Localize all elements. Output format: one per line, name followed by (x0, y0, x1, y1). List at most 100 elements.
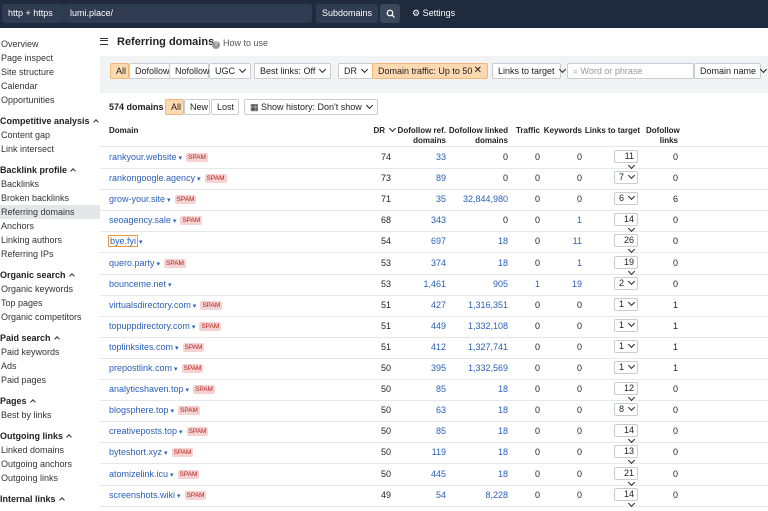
nav-item[interactable]: Anchors (1, 221, 35, 231)
keywords-cell[interactable]: 1 (576, 215, 582, 226)
ref-domains-cell[interactable]: 85 (435, 426, 446, 437)
traffic-cell[interactable]: 0 (534, 405, 540, 416)
ref-domains-cell[interactable]: 343 (430, 215, 446, 226)
domain-cell[interactable]: creativeposts.top ▾ SPAM (109, 426, 209, 437)
nav-item[interactable]: Backlinks (1, 179, 40, 189)
keywords-cell[interactable]: 0 (576, 426, 582, 437)
traffic-cell[interactable]: 0 (534, 320, 540, 331)
nav-item[interactable]: Linking authors (1, 235, 63, 245)
traffic-cell[interactable]: 0 (534, 299, 540, 310)
links-select[interactable]: 7 (614, 171, 638, 185)
keywords-cell[interactable]: 11 (572, 236, 582, 247)
keywords-cell[interactable]: 0 (576, 447, 582, 458)
filter-tab[interactable]: Nofollow (169, 63, 210, 79)
keywords-cell[interactable]: 0 (576, 363, 582, 373)
linked-domains-cell[interactable]: 18 (497, 384, 508, 395)
ref-domains-cell[interactable]: 89 (435, 173, 446, 184)
links-select[interactable]: 13 (614, 445, 638, 459)
linked-domains-cell[interactable]: 0 (502, 173, 508, 184)
nav-group[interactable]: Competitive analysis (0, 114, 100, 128)
search-button[interactable] (380, 4, 400, 23)
linked-domains-cell[interactable]: 1,332,569 (467, 363, 508, 373)
nav-item[interactable]: Organic keywords (1, 284, 74, 294)
domain-cell[interactable]: screenshots.wiki ▾ SPAM (109, 490, 207, 500)
nav-group[interactable]: Backlink profile (0, 163, 100, 177)
links-select[interactable]: 6 (614, 192, 638, 206)
links-select[interactable]: 21 (614, 466, 638, 480)
domain-cell[interactable]: toplinksites.com ▾ SPAM (109, 342, 205, 352)
linked-domains-cell[interactable]: 18 (497, 447, 508, 458)
ref-domains-cell[interactable]: 697 (430, 236, 446, 247)
column-header[interactable]: Dofollow linked domains (448, 126, 508, 145)
keywords-cell[interactable]: 0 (576, 320, 582, 331)
traffic-cell[interactable]: 0 (534, 257, 540, 268)
nav-item[interactable]: Organic competitors (1, 312, 82, 322)
ref-domains-cell[interactable]: 374 (430, 257, 446, 268)
nav-group[interactable]: Outgoing links (0, 429, 100, 443)
ref-domains-cell[interactable]: 412 (430, 341, 446, 352)
column-header[interactable]: Traffic (515, 126, 540, 135)
filter-best-links[interactable]: Best links: Off (254, 63, 332, 79)
nav-group[interactable]: Internal links (0, 492, 100, 506)
traffic-cell[interactable]: 0 (534, 215, 540, 226)
filter-tab[interactable]: Dofollow (129, 63, 170, 79)
links-select[interactable]: 11 (614, 150, 638, 163)
protocol-select[interactable]: http + https (2, 4, 64, 23)
keywords-cell[interactable]: 0 (576, 384, 582, 395)
history-tab[interactable]: All (165, 99, 184, 115)
ref-domains-cell[interactable]: 33 (435, 152, 446, 162)
domain-cell[interactable]: topuppdirectory.com ▾ SPAM (109, 321, 222, 331)
url-input[interactable]: lumi.place/ (64, 4, 312, 23)
traffic-cell[interactable]: 0 (534, 426, 540, 437)
ref-domains-cell[interactable]: 395 (430, 363, 446, 373)
column-header[interactable]: Keywords (543, 126, 582, 135)
filter-tab[interactable]: All (110, 63, 129, 79)
ref-domains-cell[interactable]: 54 (435, 489, 446, 500)
nav-item[interactable]: Paid keywords (1, 347, 60, 357)
ref-domains-cell[interactable]: 35 (435, 194, 446, 205)
linked-domains-cell[interactable]: 18 (497, 405, 508, 416)
ref-domains-cell[interactable]: 445 (430, 468, 446, 479)
filter-ugc[interactable]: UGC (209, 63, 251, 79)
links-select[interactable]: 1 (614, 339, 638, 353)
keywords-cell[interactable]: 19 (571, 278, 582, 289)
column-header[interactable]: Dofollow links (646, 126, 680, 145)
keywords-cell[interactable]: 0 (576, 194, 582, 205)
links-select[interactable]: 14 (614, 487, 638, 501)
traffic-cell[interactable]: 0 (534, 173, 540, 184)
linked-domains-cell[interactable]: 18 (497, 257, 508, 268)
nav-item[interactable]: Broken backlinks (1, 193, 70, 203)
column-header[interactable]: DR (373, 126, 395, 136)
traffic-cell[interactable]: 0 (534, 236, 540, 247)
nav-item[interactable]: Link intersect (1, 144, 55, 154)
nav-item[interactable]: Overview (1, 39, 39, 49)
nav-item[interactable]: Referring domains (0, 205, 100, 219)
nav-item[interactable]: Opportunities (1, 95, 55, 105)
domain-cell[interactable]: quero.party ▾ SPAM (109, 258, 186, 268)
domain-cell[interactable]: virtualsdirectory.com ▾ SPAM (109, 300, 223, 310)
settings-button[interactable]: ⚙ Settings (412, 8, 456, 18)
mode-select[interactable]: Subdomains (316, 4, 378, 23)
filter-domain-name[interactable]: Domain name (694, 63, 761, 79)
nav-item[interactable]: Calendar (1, 81, 38, 91)
keywords-cell[interactable]: 1 (576, 257, 582, 268)
traffic-cell[interactable]: 0 (534, 384, 540, 395)
traffic-cell[interactable]: 0 (534, 194, 540, 205)
linked-domains-cell[interactable]: 1,327,741 (467, 341, 508, 352)
nav-item[interactable]: Paid pages (1, 375, 47, 385)
ref-domains-cell[interactable]: 85 (435, 384, 446, 395)
domain-cell[interactable]: bye.fyi ▾ (107, 235, 142, 248)
nav-item[interactable]: Site structure (1, 67, 55, 77)
traffic-cell[interactable]: 0 (534, 489, 540, 500)
linked-domains-cell[interactable]: 905 (492, 278, 508, 289)
linked-domains-cell[interactable]: 18 (497, 426, 508, 437)
links-select[interactable]: 8 (614, 403, 638, 417)
links-select[interactable]: 14 (614, 213, 638, 227)
links-select[interactable]: 14 (614, 424, 638, 438)
linked-domains-cell[interactable]: 1,332,108 (467, 320, 508, 331)
domain-cell[interactable]: seoagency.sale ▾ SPAM (109, 215, 203, 226)
nav-item[interactable]: Referring IPs (1, 249, 54, 259)
filter-links-to-target[interactable]: Links to target (492, 63, 561, 79)
help-link[interactable]: ? How to use (212, 38, 268, 49)
linked-domains-cell[interactable]: 0 (502, 152, 508, 162)
